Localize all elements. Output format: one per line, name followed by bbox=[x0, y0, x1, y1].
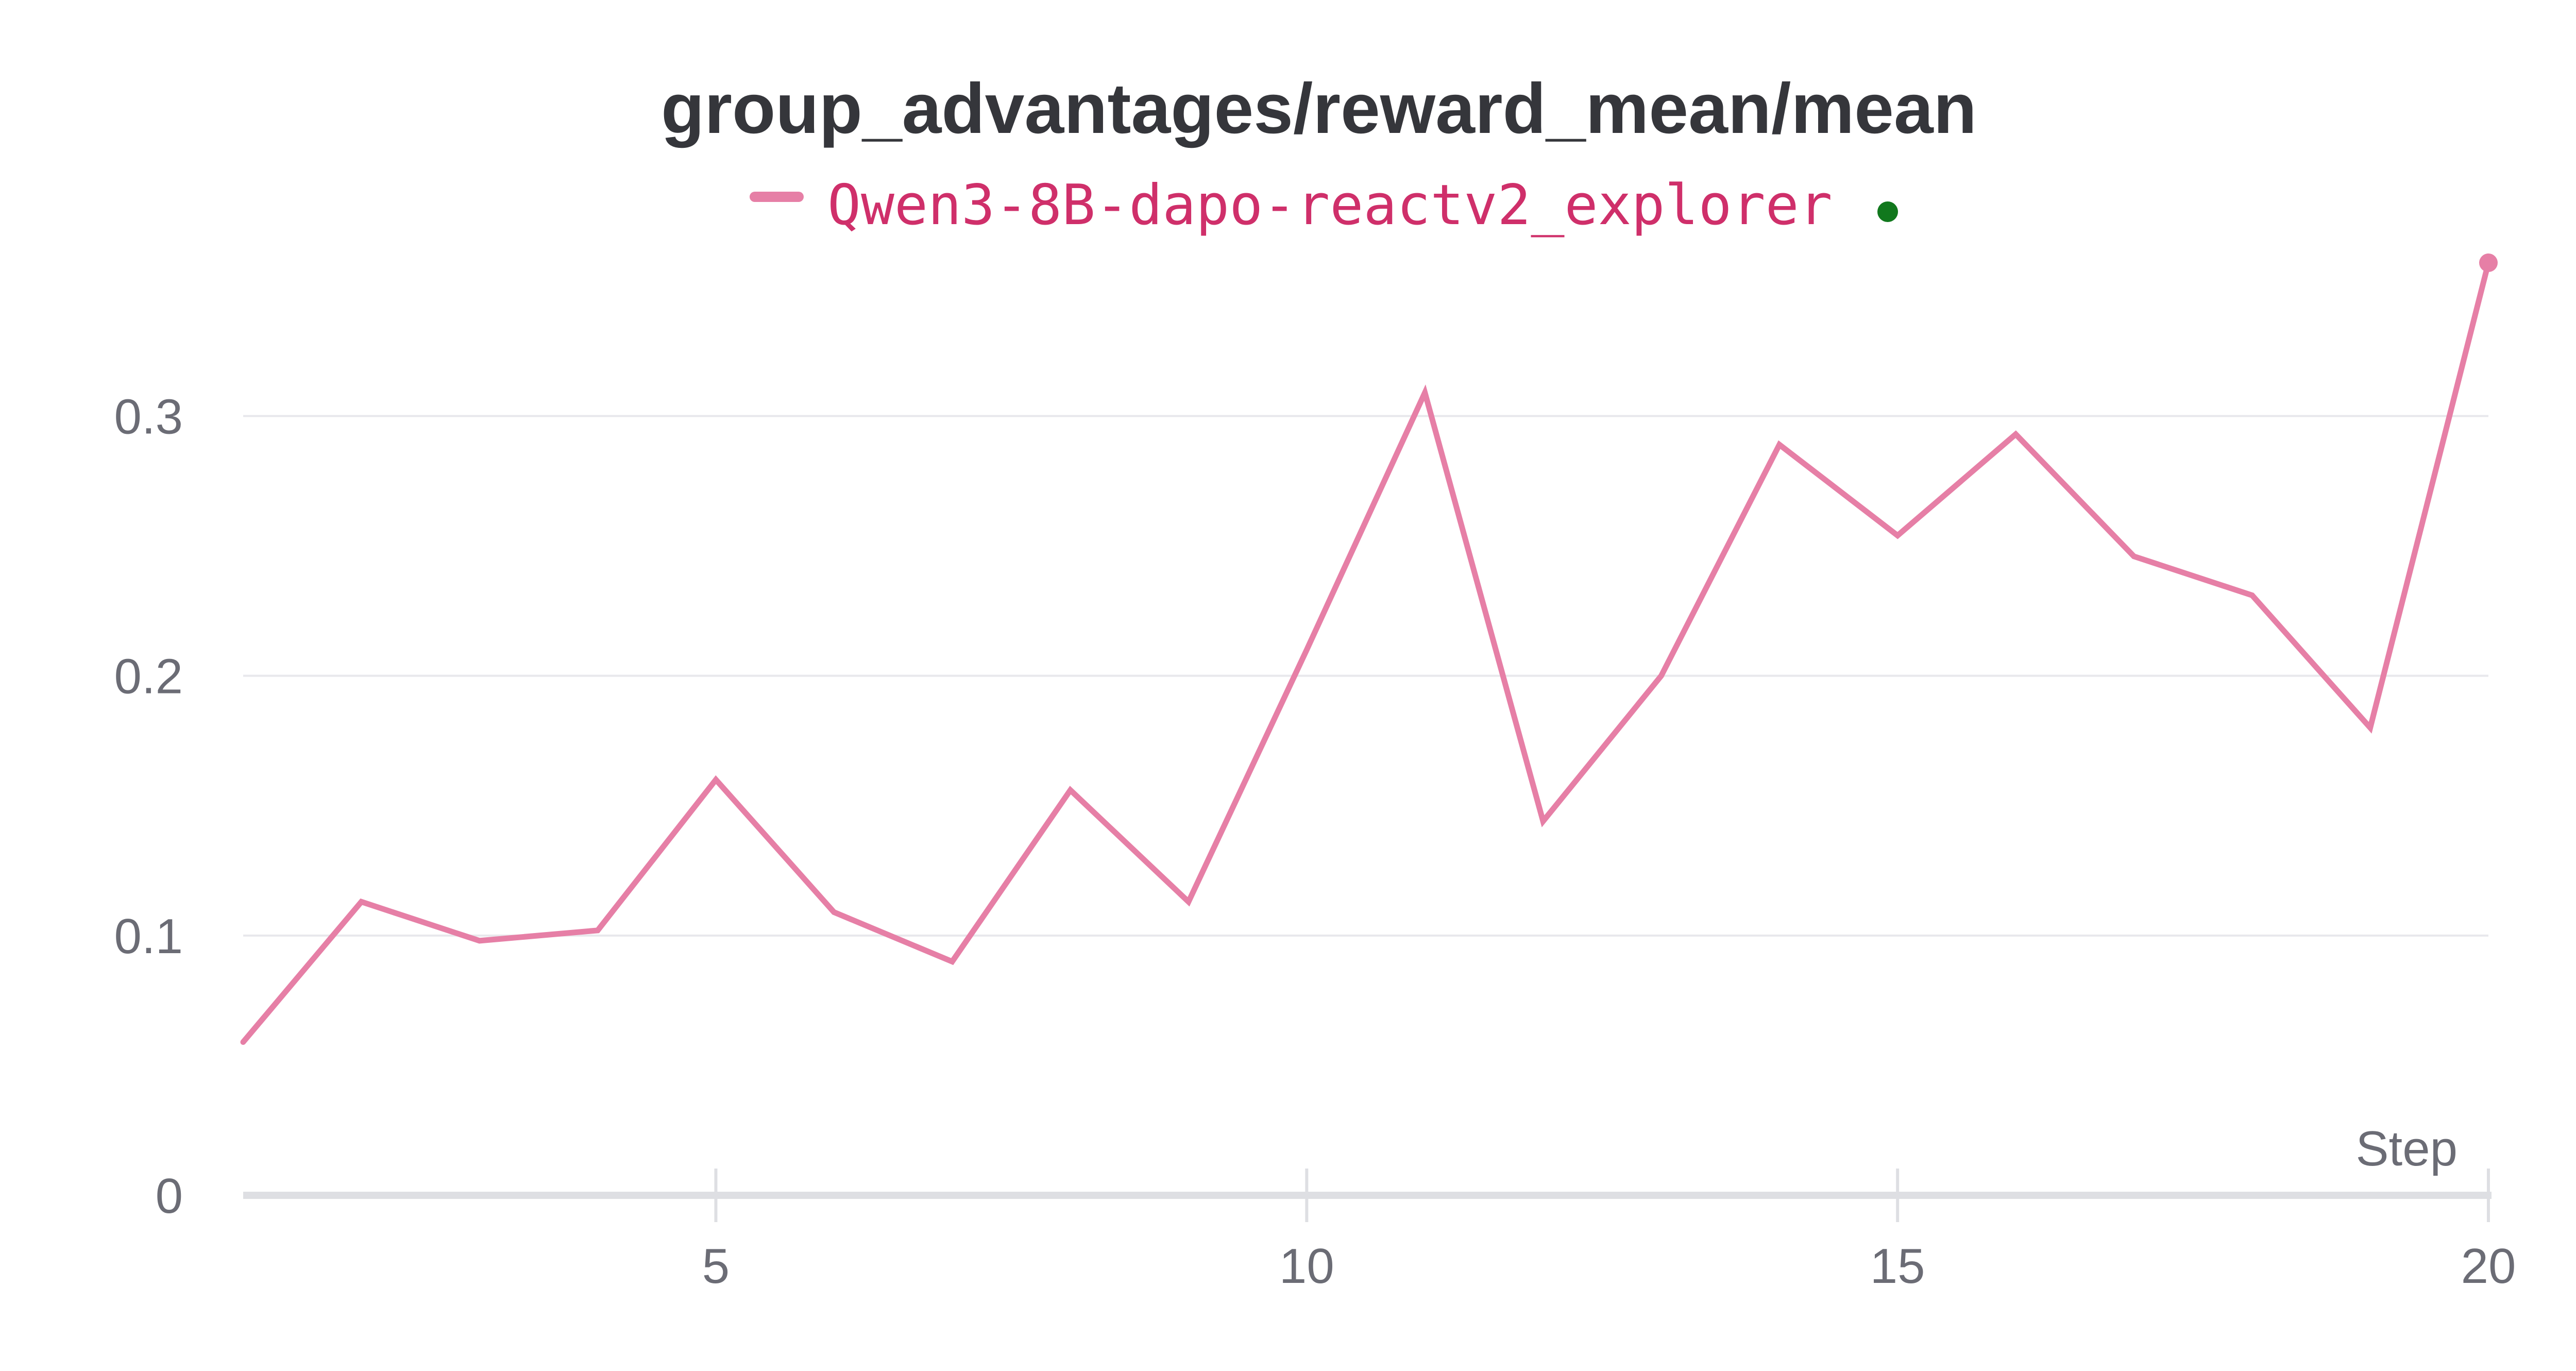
series-line-1[interactable] bbox=[240, 260, 2492, 1045]
data-point-9[interactable] bbox=[1181, 894, 1196, 909]
data-point-16[interactable] bbox=[2009, 427, 2023, 442]
y-tick-label-1: 0.1 bbox=[114, 909, 183, 964]
data-point-8[interactable] bbox=[1063, 783, 1078, 798]
data-point-4[interactable] bbox=[590, 923, 605, 938]
y-tick-label-2: 0.2 bbox=[114, 649, 183, 704]
data-point-18[interactable] bbox=[2245, 588, 2259, 602]
data-point-17[interactable] bbox=[2127, 549, 2141, 564]
data-point-15[interactable] bbox=[1890, 528, 1905, 543]
last-data-point[interactable] bbox=[2479, 253, 2498, 273]
legend-swatch bbox=[750, 192, 804, 202]
data-point-12[interactable] bbox=[1536, 814, 1550, 828]
chart-title: group_advantages/reward_mean/mean bbox=[661, 69, 1977, 148]
data-point-11[interactable] bbox=[1418, 385, 1432, 400]
axes: 0 0.1 0.2 0.3 5 10 15 20 bbox=[114, 390, 2516, 1294]
x-tick-label-3: 20 bbox=[2461, 1239, 2516, 1294]
data-point-7[interactable] bbox=[945, 954, 959, 969]
data-point-19[interactable] bbox=[2363, 721, 2378, 735]
run-status-dot bbox=[1877, 201, 1898, 222]
grid-lines bbox=[243, 415, 2488, 937]
legend-label-series-1: Qwen3-8B-dapo-reactv2_explorer bbox=[827, 173, 1833, 238]
legend[interactable]: Qwen3-8B-dapo-reactv2_explorer bbox=[750, 173, 1898, 238]
x-tick-label-1: 10 bbox=[1279, 1239, 1334, 1294]
data-point-3[interactable] bbox=[472, 934, 487, 948]
data-point-13[interactable] bbox=[1654, 669, 1668, 683]
series-layer bbox=[236, 253, 2498, 1050]
data-point-2[interactable] bbox=[354, 894, 368, 909]
data-point-14[interactable] bbox=[1772, 437, 1787, 452]
data-point-10[interactable] bbox=[1299, 642, 1314, 657]
x-tick-label-2: 15 bbox=[1870, 1239, 1925, 1294]
x-tick-label-0: 5 bbox=[702, 1239, 730, 1294]
data-point-1[interactable] bbox=[236, 1035, 250, 1050]
data-point-6[interactable] bbox=[827, 905, 841, 919]
y-tick-label-0: 0 bbox=[156, 1169, 183, 1224]
data-point-5[interactable] bbox=[708, 772, 723, 787]
y-tick-label-3: 0.3 bbox=[114, 390, 183, 445]
x-axis-title: Step bbox=[2356, 1121, 2458, 1176]
